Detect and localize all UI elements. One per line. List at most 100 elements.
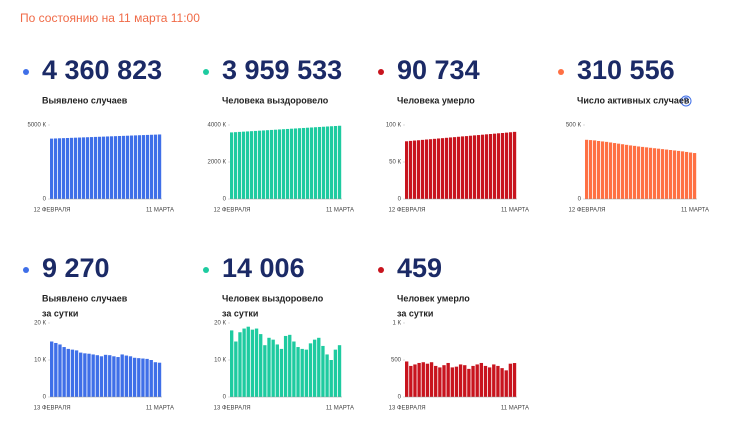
bar: [457, 136, 461, 199]
bar: [505, 132, 509, 199]
bar: [130, 135, 134, 199]
bar: [267, 337, 271, 397]
x-tick-label: 11 МАРТА: [146, 208, 174, 214]
y-tick-label: 0: [43, 197, 47, 203]
bar: [437, 138, 441, 199]
bar: [421, 362, 425, 397]
bar: [330, 126, 334, 199]
bar: [112, 356, 116, 397]
bar: [102, 136, 106, 199]
big-number: 90 734: [397, 55, 480, 85]
bar: [629, 145, 633, 199]
bar: [504, 370, 508, 397]
bullet: [23, 267, 29, 273]
bar: [238, 131, 242, 199]
bar: [322, 126, 326, 199]
bar: [685, 151, 689, 199]
bar: [601, 141, 605, 199]
bar: [110, 136, 114, 199]
bar: [314, 127, 318, 199]
bar: [473, 135, 477, 199]
bar: [597, 140, 601, 199]
bar: [132, 357, 137, 397]
y-tick-label: 500 К: [566, 123, 582, 129]
bullet: [203, 69, 209, 75]
bar: [513, 131, 517, 199]
bar: [458, 364, 463, 397]
bar: [465, 136, 469, 199]
bar: [230, 132, 234, 199]
bar: [467, 368, 471, 397]
bar: [429, 139, 433, 199]
subtitle: Выявлено случаев: [42, 293, 128, 303]
bar: [270, 129, 274, 199]
y-tick-label: 4000 К: [207, 123, 226, 129]
bar: [134, 135, 138, 199]
bar: [238, 332, 242, 397]
subtitle: Человека умерло: [397, 95, 475, 105]
bar: [137, 358, 141, 397]
y-tick-label: 20 К: [214, 321, 226, 327]
big-number: 4 360 823: [42, 55, 162, 85]
bar: [66, 348, 70, 397]
bar: [508, 363, 513, 397]
bar: [250, 329, 255, 397]
bar: [317, 337, 321, 397]
bar: [417, 140, 421, 199]
bar: [234, 341, 238, 397]
x-tick-label: 12 ФЕВРАЛЯ: [34, 208, 71, 214]
bar: [98, 136, 102, 199]
bar: [489, 134, 493, 199]
y-tick-label: 100 К: [386, 123, 402, 129]
bar: [450, 367, 454, 397]
bar: [62, 347, 66, 397]
bar: [246, 326, 250, 397]
bar: [461, 136, 465, 199]
bar: [114, 136, 118, 199]
bar: [492, 364, 496, 397]
bar: [681, 151, 685, 199]
bar: [266, 130, 270, 199]
bar: [665, 149, 669, 199]
bar: [292, 341, 296, 397]
bar: [274, 129, 278, 199]
bar: [78, 137, 82, 199]
bar: [142, 135, 146, 199]
bar: [118, 135, 122, 199]
bar: [661, 149, 665, 199]
bar: [500, 368, 504, 397]
bar: [62, 138, 66, 199]
y-tick-label: 500: [391, 358, 402, 364]
bar: [409, 140, 413, 199]
bar: [242, 328, 246, 397]
bar: [417, 362, 421, 397]
bar: [337, 345, 342, 397]
bar: [50, 138, 54, 199]
x-tick-label: 11 МАРТА: [501, 406, 529, 412]
bar: [463, 365, 467, 397]
bar: [501, 132, 505, 199]
bar: [306, 127, 310, 199]
bar: [677, 150, 681, 199]
bar: [153, 362, 158, 397]
bar: [146, 134, 150, 199]
bullet: [203, 267, 209, 273]
bullet: [378, 69, 384, 75]
bar: [290, 128, 294, 199]
bar: [326, 126, 330, 199]
bar: [485, 134, 489, 199]
bar: [91, 354, 95, 397]
bar: [649, 147, 653, 199]
bar: [657, 148, 661, 199]
bar: [481, 134, 485, 199]
bar: [471, 365, 475, 397]
info-icon[interactable]: [680, 95, 692, 107]
bar: [250, 131, 254, 199]
bar: [275, 344, 279, 397]
bar: [79, 352, 83, 397]
subtitle: Человек выздоровело: [222, 293, 324, 303]
y-tick-label: 5000 К: [27, 123, 46, 129]
bar: [234, 132, 238, 199]
bar: [87, 353, 91, 397]
bar: [302, 127, 306, 199]
